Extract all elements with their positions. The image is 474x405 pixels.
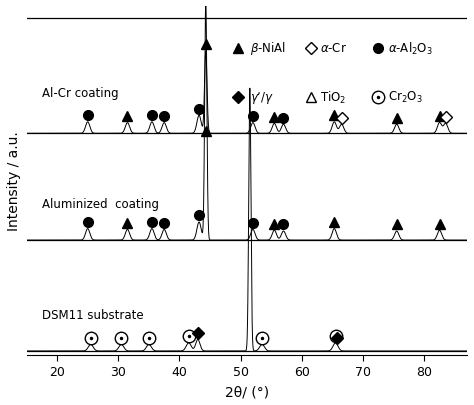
Text: $\alpha$-Al$_2$O$_3$: $\alpha$-Al$_2$O$_3$ <box>388 40 432 57</box>
Text: TiO$_2$: TiO$_2$ <box>320 90 346 106</box>
X-axis label: 2θ/ (°): 2θ/ (°) <box>225 384 269 398</box>
Text: Cr$_2$O$_3$: Cr$_2$O$_3$ <box>388 90 422 105</box>
Text: $\beta$-NiAl: $\beta$-NiAl <box>250 40 286 57</box>
Text: Al-Cr coating: Al-Cr coating <box>42 87 118 100</box>
Text: Aluminized  coating: Aluminized coating <box>42 197 159 210</box>
Y-axis label: Intensity / a.u.: Intensity / a.u. <box>7 131 21 231</box>
Text: $\alpha$-Cr: $\alpha$-Cr <box>320 42 347 55</box>
Text: DSM11 substrate: DSM11 substrate <box>42 308 144 321</box>
Text: $\gamma$’/$\gamma$: $\gamma$’/$\gamma$ <box>250 90 274 105</box>
